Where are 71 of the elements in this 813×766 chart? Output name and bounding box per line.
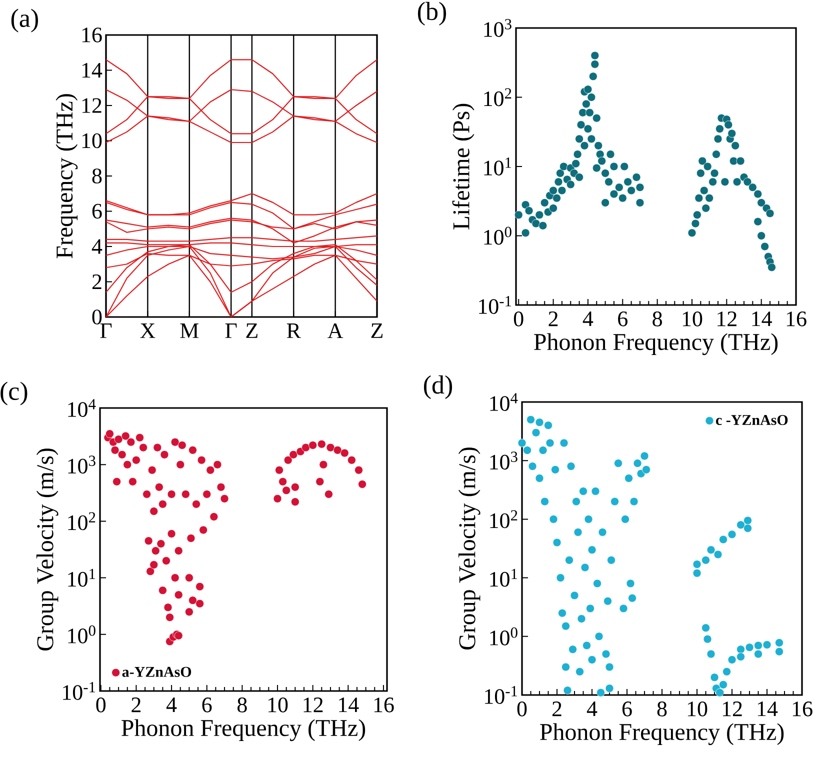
y-tick-label: 10$^{2}$ (484, 88, 512, 106)
y-tick-label: 10$^{3}$ (68, 456, 96, 474)
y-tick-label: 10$^{4}$ (490, 393, 518, 411)
x-tick-label: M (180, 324, 199, 338)
y-axis-title: Lifetime (Ps) (452, 104, 474, 230)
x-tick-label: 8 (652, 312, 662, 326)
y-tick-label: 10$^{0}$ (68, 625, 96, 644)
x-tick-label: Γ (225, 324, 237, 338)
y-tick-label: 16 (82, 28, 102, 42)
x-tick-label: 4 (166, 698, 177, 712)
x-tick-label: 2 (132, 698, 140, 712)
y-tick-label: 10$^{1}$ (484, 158, 512, 176)
y-tick-label: 10$^{-1}$ (485, 686, 518, 704)
y-tick-label: 10$^{3}$ (484, 19, 512, 37)
x-tick-label: R (286, 324, 301, 338)
x-tick-label: Γ (100, 324, 112, 338)
chart-title: (b) (418, 2, 446, 26)
y-tick-label: 10$^{2}$ (490, 510, 518, 528)
x-tick-label: 4 (582, 312, 594, 326)
y-tick-label: 10$^{4}$ (68, 399, 96, 417)
x-tick-label: A (328, 324, 344, 338)
x-tick-label: 8 (238, 698, 247, 712)
y-axis-title: Frequency (THz) (56, 94, 78, 258)
y-tick-label: 10$^{0}$ (490, 627, 518, 646)
x-axis-title: Phonon Frequency (THz) (540, 723, 784, 746)
y-tick-label: 14 (82, 62, 102, 78)
x-tick-label: 8 (657, 702, 667, 716)
y-tick-label: 10$^{2}$ (68, 512, 96, 530)
x-tick-label: 14 (758, 702, 778, 716)
x-axis-title: Phonon Frequency (THz) (122, 719, 366, 742)
legend-label: a-YZnAsO (122, 666, 192, 677)
chart-title: (d) (424, 375, 452, 399)
x-axis-title: Phonon Frequency (THz) (534, 333, 778, 356)
x-tick-label: 16 (374, 698, 394, 712)
x-tick-label: 14 (752, 312, 772, 326)
y-tick-label: 6 (92, 204, 102, 219)
legend-label: c -YZnAsO (716, 414, 788, 426)
x-tick-label: 10 (688, 702, 708, 716)
x-tick-label: 0 (517, 702, 527, 716)
chart-title: (c) (0, 382, 28, 406)
x-tick-label: 16 (786, 312, 806, 326)
x-tick-label: 10 (268, 698, 288, 712)
y-tick-label: 10 (82, 133, 102, 148)
x-tick-label: 6 (202, 698, 212, 712)
x-tick-label: 6 (622, 702, 632, 716)
x-tick-label: 2 (552, 702, 562, 716)
y-tick-label: 10$^{-1}$ (63, 682, 96, 700)
y-axis-title: Group Velocity (m/s) (458, 448, 480, 650)
chart-title: (a) (11, 8, 38, 32)
x-tick-label: 16 (792, 702, 812, 716)
x-tick-label: 12 (718, 312, 736, 326)
x-tick-label: Z (371, 324, 383, 338)
x-tick-label: 12 (304, 698, 323, 712)
x-tick-label: 14 (339, 698, 359, 712)
y-tick-label: 10$^{1}$ (68, 568, 96, 587)
x-tick-label: 6 (618, 312, 628, 326)
x-tick-label: 10 (682, 312, 702, 326)
x-tick-label: Z (246, 324, 258, 338)
x-tick-label: X (140, 324, 156, 338)
x-tick-label: 2 (548, 312, 558, 326)
y-tick-label: 12 (82, 98, 102, 113)
y-tick-label: 2 (92, 274, 102, 290)
y-tick-label: 10$^{1}$ (490, 568, 518, 587)
y-tick-label: 4 (92, 239, 102, 254)
y-axis-title: Group Velocity (m/s) (36, 448, 58, 650)
x-tick-label: 4 (586, 702, 598, 716)
y-tick-label: 8 (92, 168, 102, 184)
y-tick-label: 10$^{0}$ (484, 226, 512, 245)
y-tick-label: 10$^{-1}$ (479, 296, 512, 314)
x-tick-label: 12 (722, 702, 742, 716)
y-tick-label: 10$^{3}$ (490, 452, 518, 470)
